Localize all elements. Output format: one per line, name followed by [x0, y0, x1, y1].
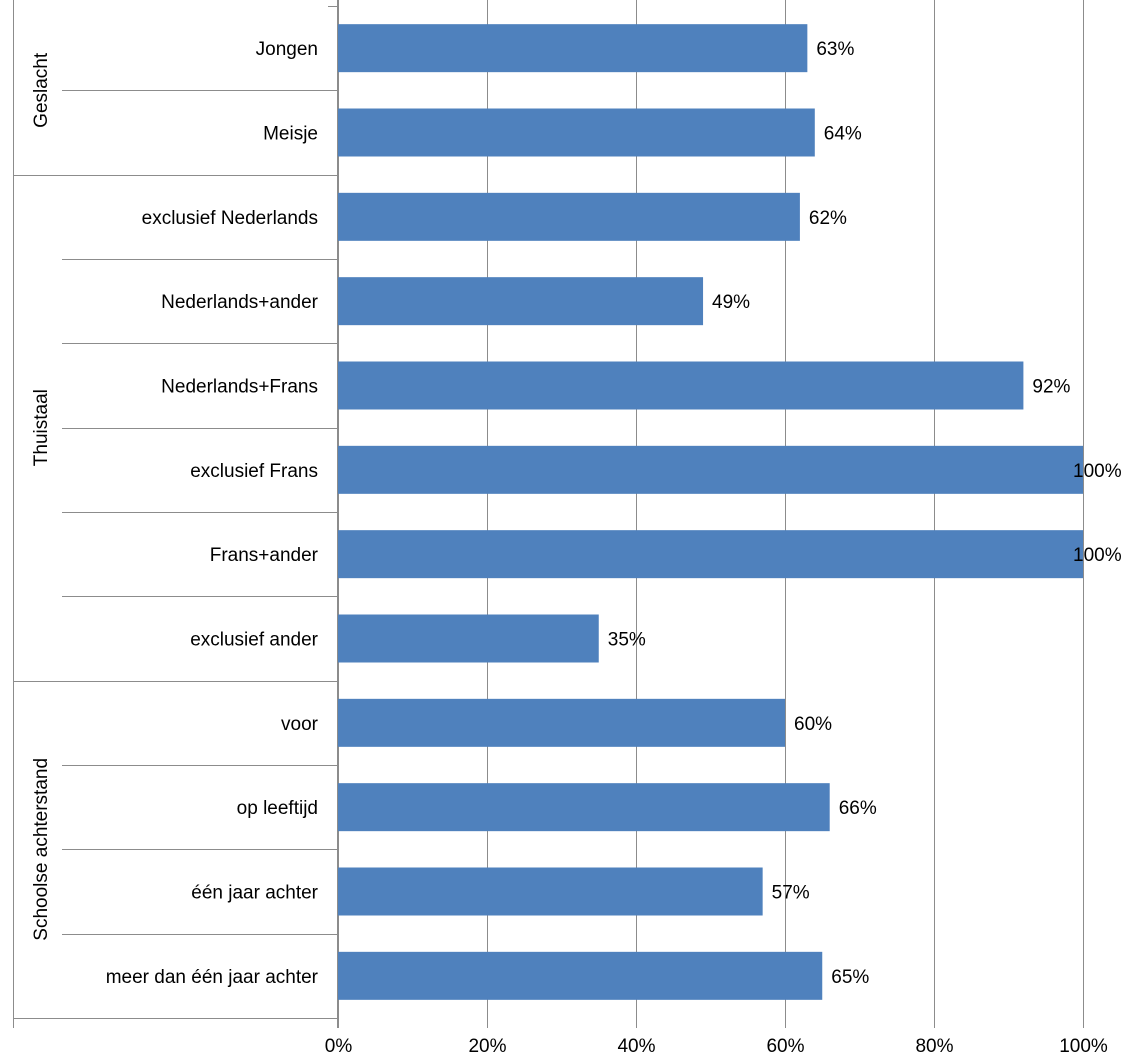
group-label: Schoolse achterstand — [31, 758, 52, 941]
bar — [338, 24, 808, 73]
x-tick-label: 100% — [1059, 1036, 1108, 1055]
data-label: 65% — [831, 967, 869, 988]
category-label: voor — [281, 714, 319, 735]
category-label: exclusief Nederlands — [142, 208, 318, 229]
x-tick-label: 0% — [325, 1036, 353, 1055]
data-label: 64% — [824, 124, 862, 145]
data-label: 63% — [816, 39, 854, 60]
group-label: Geslacht — [31, 52, 52, 128]
bar — [338, 867, 763, 916]
category-label: meer dan één jaar achter — [106, 967, 319, 988]
bar — [338, 783, 830, 832]
category-label: exclusief Frans — [190, 461, 318, 482]
data-label: 100% — [1073, 545, 1122, 566]
bar — [338, 698, 785, 747]
x-tick-label: 80% — [915, 1036, 953, 1055]
bar — [338, 530, 1083, 579]
bar — [338, 277, 704, 326]
category-label: Jongen — [256, 39, 318, 60]
data-label: 92% — [1032, 377, 1070, 398]
data-label: 49% — [712, 292, 750, 313]
labels: 0% 20% 40% 60% 80% 100% Jongen 63% Meisje 64% excl… — [31, 39, 1122, 1055]
data-label: 35% — [608, 630, 646, 651]
data-label: 66% — [839, 798, 877, 819]
category-axis — [13, 0, 338, 1028]
bar — [338, 192, 800, 241]
bar — [338, 614, 599, 663]
data-label: 100% — [1073, 461, 1122, 482]
group-label: Thuistaal — [31, 389, 52, 466]
x-tick-label: 60% — [766, 1036, 804, 1055]
bar — [338, 951, 823, 1000]
category-label: exclusief ander — [190, 630, 318, 651]
data-label: 57% — [772, 883, 810, 904]
category-label: Nederlands+ander — [161, 292, 319, 313]
category-label: één jaar achter — [191, 883, 318, 904]
bars — [338, 24, 1083, 1000]
bar — [338, 108, 815, 157]
data-label: 62% — [809, 208, 847, 229]
category-label: Nederlands+Frans — [161, 377, 318, 398]
category-label: Meisje — [263, 124, 318, 145]
bar — [338, 445, 1083, 494]
category-label: Frans+ander — [210, 545, 319, 566]
category-label: op leeftijd — [237, 798, 318, 819]
x-tick-label: 40% — [617, 1036, 655, 1055]
data-label: 60% — [794, 714, 832, 735]
grid-lines — [338, 0, 1084, 1028]
x-tick-label: 20% — [468, 1036, 506, 1055]
bar — [338, 361, 1024, 410]
